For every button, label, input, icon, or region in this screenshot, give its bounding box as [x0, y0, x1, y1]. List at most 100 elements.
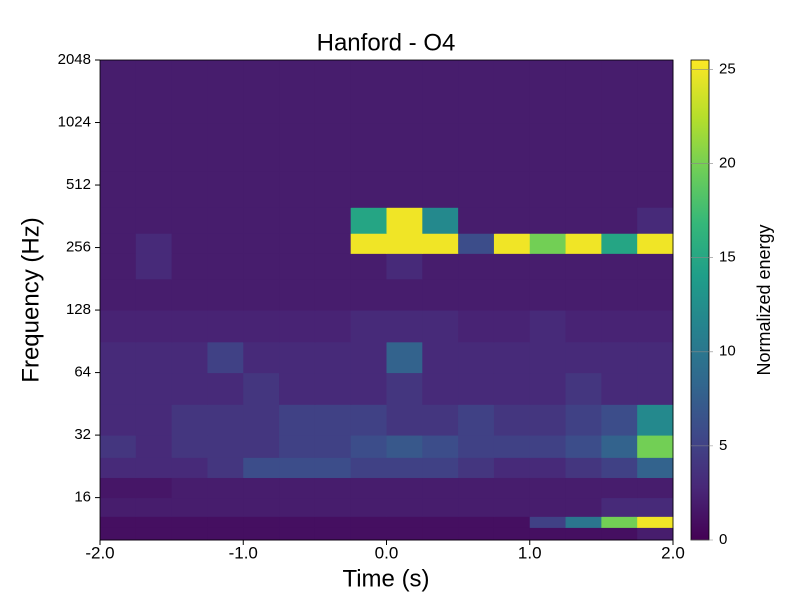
- heatmap-cell: [637, 122, 674, 172]
- y-tick-label: 512: [66, 176, 91, 193]
- heatmap-cell: [135, 404, 173, 436]
- heatmap-cell: [386, 516, 423, 528]
- heatmap-cell: [386, 253, 423, 280]
- heatmap-cell: [135, 477, 173, 499]
- heatmap-cell: [458, 60, 495, 124]
- heatmap-cell: [350, 497, 387, 517]
- heatmap-cell: [279, 60, 316, 124]
- heatmap-cell: [243, 207, 280, 234]
- heatmap-cell: [386, 477, 423, 499]
- heatmap-cell: [637, 310, 674, 343]
- heatmap-cell: [637, 435, 674, 458]
- y-tick-label: 16: [74, 489, 91, 506]
- heatmap-cell: [243, 310, 280, 343]
- heatmap-cell: [422, 457, 459, 478]
- heatmap-cell: [207, 207, 244, 234]
- heatmap-cell: [422, 404, 459, 436]
- heatmap-cell: [171, 278, 208, 311]
- heatmap-cell: [207, 170, 244, 208]
- heatmap-cell: [135, 516, 173, 528]
- heatmap-cell: [171, 60, 208, 124]
- heatmap-cell: [565, 435, 602, 458]
- heatmap-cell: [279, 253, 316, 280]
- heatmap-cell: [350, 233, 387, 254]
- heatmap-cell: [529, 341, 567, 374]
- heatmap-cell: [601, 477, 638, 499]
- heatmap-cell: [458, 477, 495, 499]
- heatmap-cell: [529, 233, 567, 254]
- heatmap-cell: [171, 457, 208, 478]
- heatmap-cell: [135, 457, 173, 478]
- heatmap-cell: [493, 170, 531, 208]
- heatmap-cell: [100, 516, 137, 528]
- heatmap-cell: [171, 233, 208, 254]
- heatmap-cell: [458, 435, 495, 458]
- heatmap-cell: [135, 278, 173, 311]
- heatmap-cell: [135, 233, 173, 254]
- heatmap-cell: [100, 435, 137, 458]
- heatmap-cell: [386, 310, 423, 343]
- heatmap-cell: [386, 341, 423, 374]
- heatmap-cell: [350, 516, 387, 528]
- chart-title: Hanford - O4: [317, 29, 456, 56]
- heatmap-cell: [135, 60, 173, 124]
- heatmap-cell: [350, 253, 387, 280]
- heatmap-cell: [135, 497, 173, 517]
- heatmap-cell: [601, 516, 638, 528]
- heatmap-cell: [207, 310, 244, 343]
- heatmap-cell: [207, 435, 244, 458]
- heatmap-cell: [207, 404, 244, 436]
- heatmap-cell: [529, 527, 567, 541]
- heatmap-cell: [207, 457, 244, 478]
- heatmap-cell: [529, 404, 567, 436]
- heatmap-cell: [422, 60, 459, 124]
- heatmap-cell: [243, 170, 280, 208]
- heatmap-cell: [565, 310, 602, 343]
- heatmap-cell: [422, 310, 459, 343]
- heatmap-cell: [386, 497, 423, 517]
- heatmap-cell: [458, 341, 495, 374]
- heatmap-cell: [637, 341, 674, 374]
- heatmap-cell: [565, 233, 602, 254]
- y-axis-label: Frequency (Hz): [17, 217, 44, 382]
- heatmap-cell: [386, 60, 423, 124]
- heatmap-cell: [314, 253, 352, 280]
- heatmap-cell: [243, 233, 280, 254]
- heatmap-cell: [458, 404, 495, 436]
- heatmap-cell: [207, 372, 244, 405]
- heatmap-cell: [350, 435, 387, 458]
- heatmap-cell: [207, 516, 244, 528]
- heatmap-cell: [565, 207, 602, 234]
- heatmap-cell: [565, 278, 602, 311]
- heatmap-cell: [529, 497, 567, 517]
- heatmap-cell: [171, 341, 208, 374]
- colorbar-tick-label: 10: [719, 343, 736, 360]
- heatmap-cell: [493, 233, 531, 254]
- heatmap-cell: [135, 372, 173, 405]
- heatmap-cell: [565, 170, 602, 208]
- heatmap-cell: [493, 527, 531, 541]
- heatmap-cell: [135, 253, 173, 280]
- heatmap-cell: [135, 341, 173, 374]
- y-tick-label: 64: [74, 364, 91, 381]
- heatmap-cell: [458, 527, 495, 541]
- heatmap-cell: [493, 341, 531, 374]
- heatmap-cell: [493, 310, 531, 343]
- heatmap-cell: [100, 310, 137, 343]
- heatmap-cell: [207, 122, 244, 172]
- heatmap-cell: [171, 207, 208, 234]
- colorbar: [690, 59, 710, 541]
- heatmap-cell: [314, 516, 352, 528]
- heatmap-cell: [100, 253, 137, 280]
- heatmap-cell: [243, 477, 280, 499]
- heatmap-cell: [171, 122, 208, 172]
- heatmap-cell: [314, 341, 352, 374]
- heatmap-cell: [601, 457, 638, 478]
- heatmap-cell: [350, 341, 387, 374]
- heatmap-cell: [350, 207, 387, 234]
- x-tick-label: -2.0: [85, 543, 114, 562]
- heatmap-cell: [422, 233, 459, 254]
- heatmap-cell: [279, 516, 316, 528]
- heatmap-cell: [493, 435, 531, 458]
- heatmap-cell: [637, 497, 674, 517]
